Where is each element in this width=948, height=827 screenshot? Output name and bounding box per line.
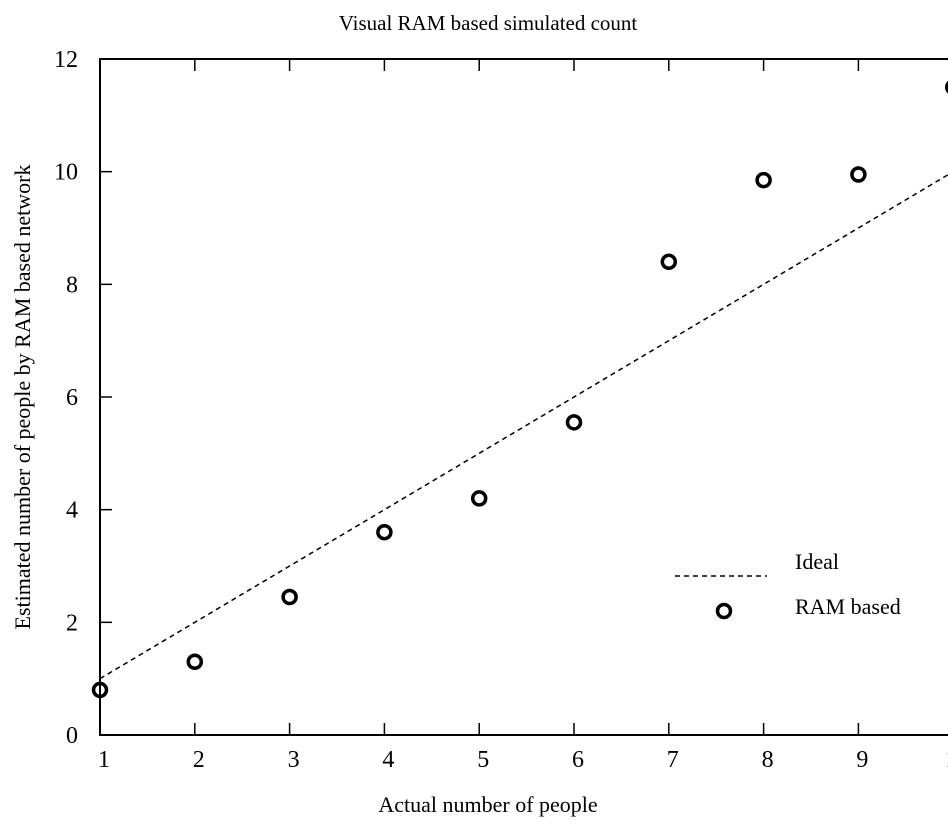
plot-frame	[99, 58, 948, 736]
legend: Ideal RAM based	[675, 549, 901, 620]
chart-title: Visual RAM based simulated count	[339, 11, 638, 35]
y-tick-label: 8	[66, 272, 78, 298]
x-tick-label: 3	[288, 747, 300, 773]
x-tick-label: 9	[856, 747, 868, 773]
ram-based-point	[91, 681, 109, 699]
ram-based-point	[565, 414, 583, 431]
ram-based-point	[376, 523, 393, 541]
x-tick-label: 4	[382, 747, 394, 773]
ideal-series	[99, 173, 948, 680]
ram-based-point	[281, 588, 298, 606]
x-tick-label: 10	[945, 747, 948, 773]
y-tick-label: 0	[66, 723, 78, 749]
legend-ram-based-swatch	[715, 602, 733, 620]
legend-ram-based-label: RAM based	[795, 594, 901, 619]
y-tick-label: 6	[66, 385, 78, 411]
y-tick-label: 10	[54, 160, 78, 186]
ram-based-point	[755, 171, 772, 189]
ram-based-point	[850, 166, 867, 183]
x-tick-label: 5	[477, 747, 489, 773]
y-tick-label: 2	[66, 610, 78, 636]
y-axis-ticks: 0 2 4 6 8 10 12	[54, 47, 112, 749]
y-tick-label: 12	[54, 47, 78, 73]
legend-ideal-label: Ideal	[795, 549, 839, 574]
x-tick-label: 6	[572, 747, 584, 773]
x-tick-label: 2	[193, 747, 205, 773]
y-tick-label: 4	[66, 498, 78, 524]
ram-based-point	[470, 490, 488, 507]
y-axis-label: Estimated number of people by RAM based …	[10, 165, 35, 630]
x-axis-ticks: 1 2 3 4 5 6 7 8 9 10	[98, 59, 948, 773]
ram-based-point	[944, 80, 948, 94]
plot-axes	[99, 58, 948, 736]
x-tick-label: 1	[98, 747, 110, 773]
ram-based-series	[91, 80, 948, 699]
x-tick-label: 8	[762, 747, 774, 773]
ram-based-point	[186, 653, 204, 671]
ideal-line	[99, 173, 948, 680]
x-tick-label: 7	[667, 747, 679, 773]
x-axis-label: Actual number of people	[378, 792, 597, 817]
ram-based-point	[660, 253, 678, 271]
